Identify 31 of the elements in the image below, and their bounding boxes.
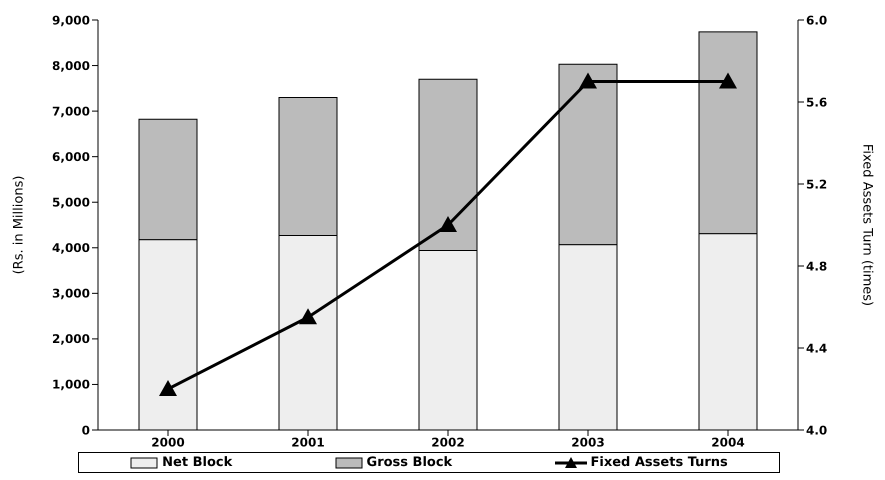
- y2-tick-label: 5.2: [806, 177, 828, 192]
- y-tick-label: 0: [82, 423, 90, 438]
- y2-tick-label: 4.0: [806, 423, 828, 438]
- x-tick-label: 2001: [291, 436, 325, 450]
- point: [159, 380, 177, 396]
- y-tick-label: 9,000: [52, 13, 90, 28]
- x-tick-label: 2002: [431, 436, 465, 450]
- y2-tick-label: 4.8: [806, 259, 828, 274]
- legend-label: Fixed Assets Turns: [590, 455, 728, 470]
- x-tick-label: 2004: [711, 436, 745, 450]
- y-tick-label: 5,000: [52, 195, 90, 210]
- y2-tick-label: 4.4: [806, 341, 828, 356]
- point: [579, 72, 597, 88]
- y-axis-title: (Rs. in Millions): [12, 176, 27, 274]
- y-tick-label: 6,000: [52, 150, 90, 164]
- y2-axis-title: Fixed Assets Turn (times): [859, 144, 874, 306]
- legend-label: Net Block: [161, 455, 232, 470]
- legend-label: Gross Block: [366, 455, 452, 470]
- y-tick-label: 2,000: [52, 332, 90, 346]
- y-tick-label: 3,000: [52, 286, 90, 301]
- y2-tick-label: 5.6: [806, 95, 828, 110]
- point: [439, 216, 457, 232]
- x-tick-label: 2003: [571, 436, 605, 450]
- y-tick-label: 4,000: [52, 241, 90, 256]
- point: [719, 72, 737, 88]
- x-tick-label: 2000: [151, 436, 185, 450]
- y-tick-label: 1,000: [52, 378, 90, 392]
- point: [299, 308, 317, 324]
- y2-tick-label: 6.0: [806, 13, 828, 28]
- y-tick-label: 8,000: [52, 58, 90, 73]
- y-tick-label: 7,000: [52, 104, 90, 118]
